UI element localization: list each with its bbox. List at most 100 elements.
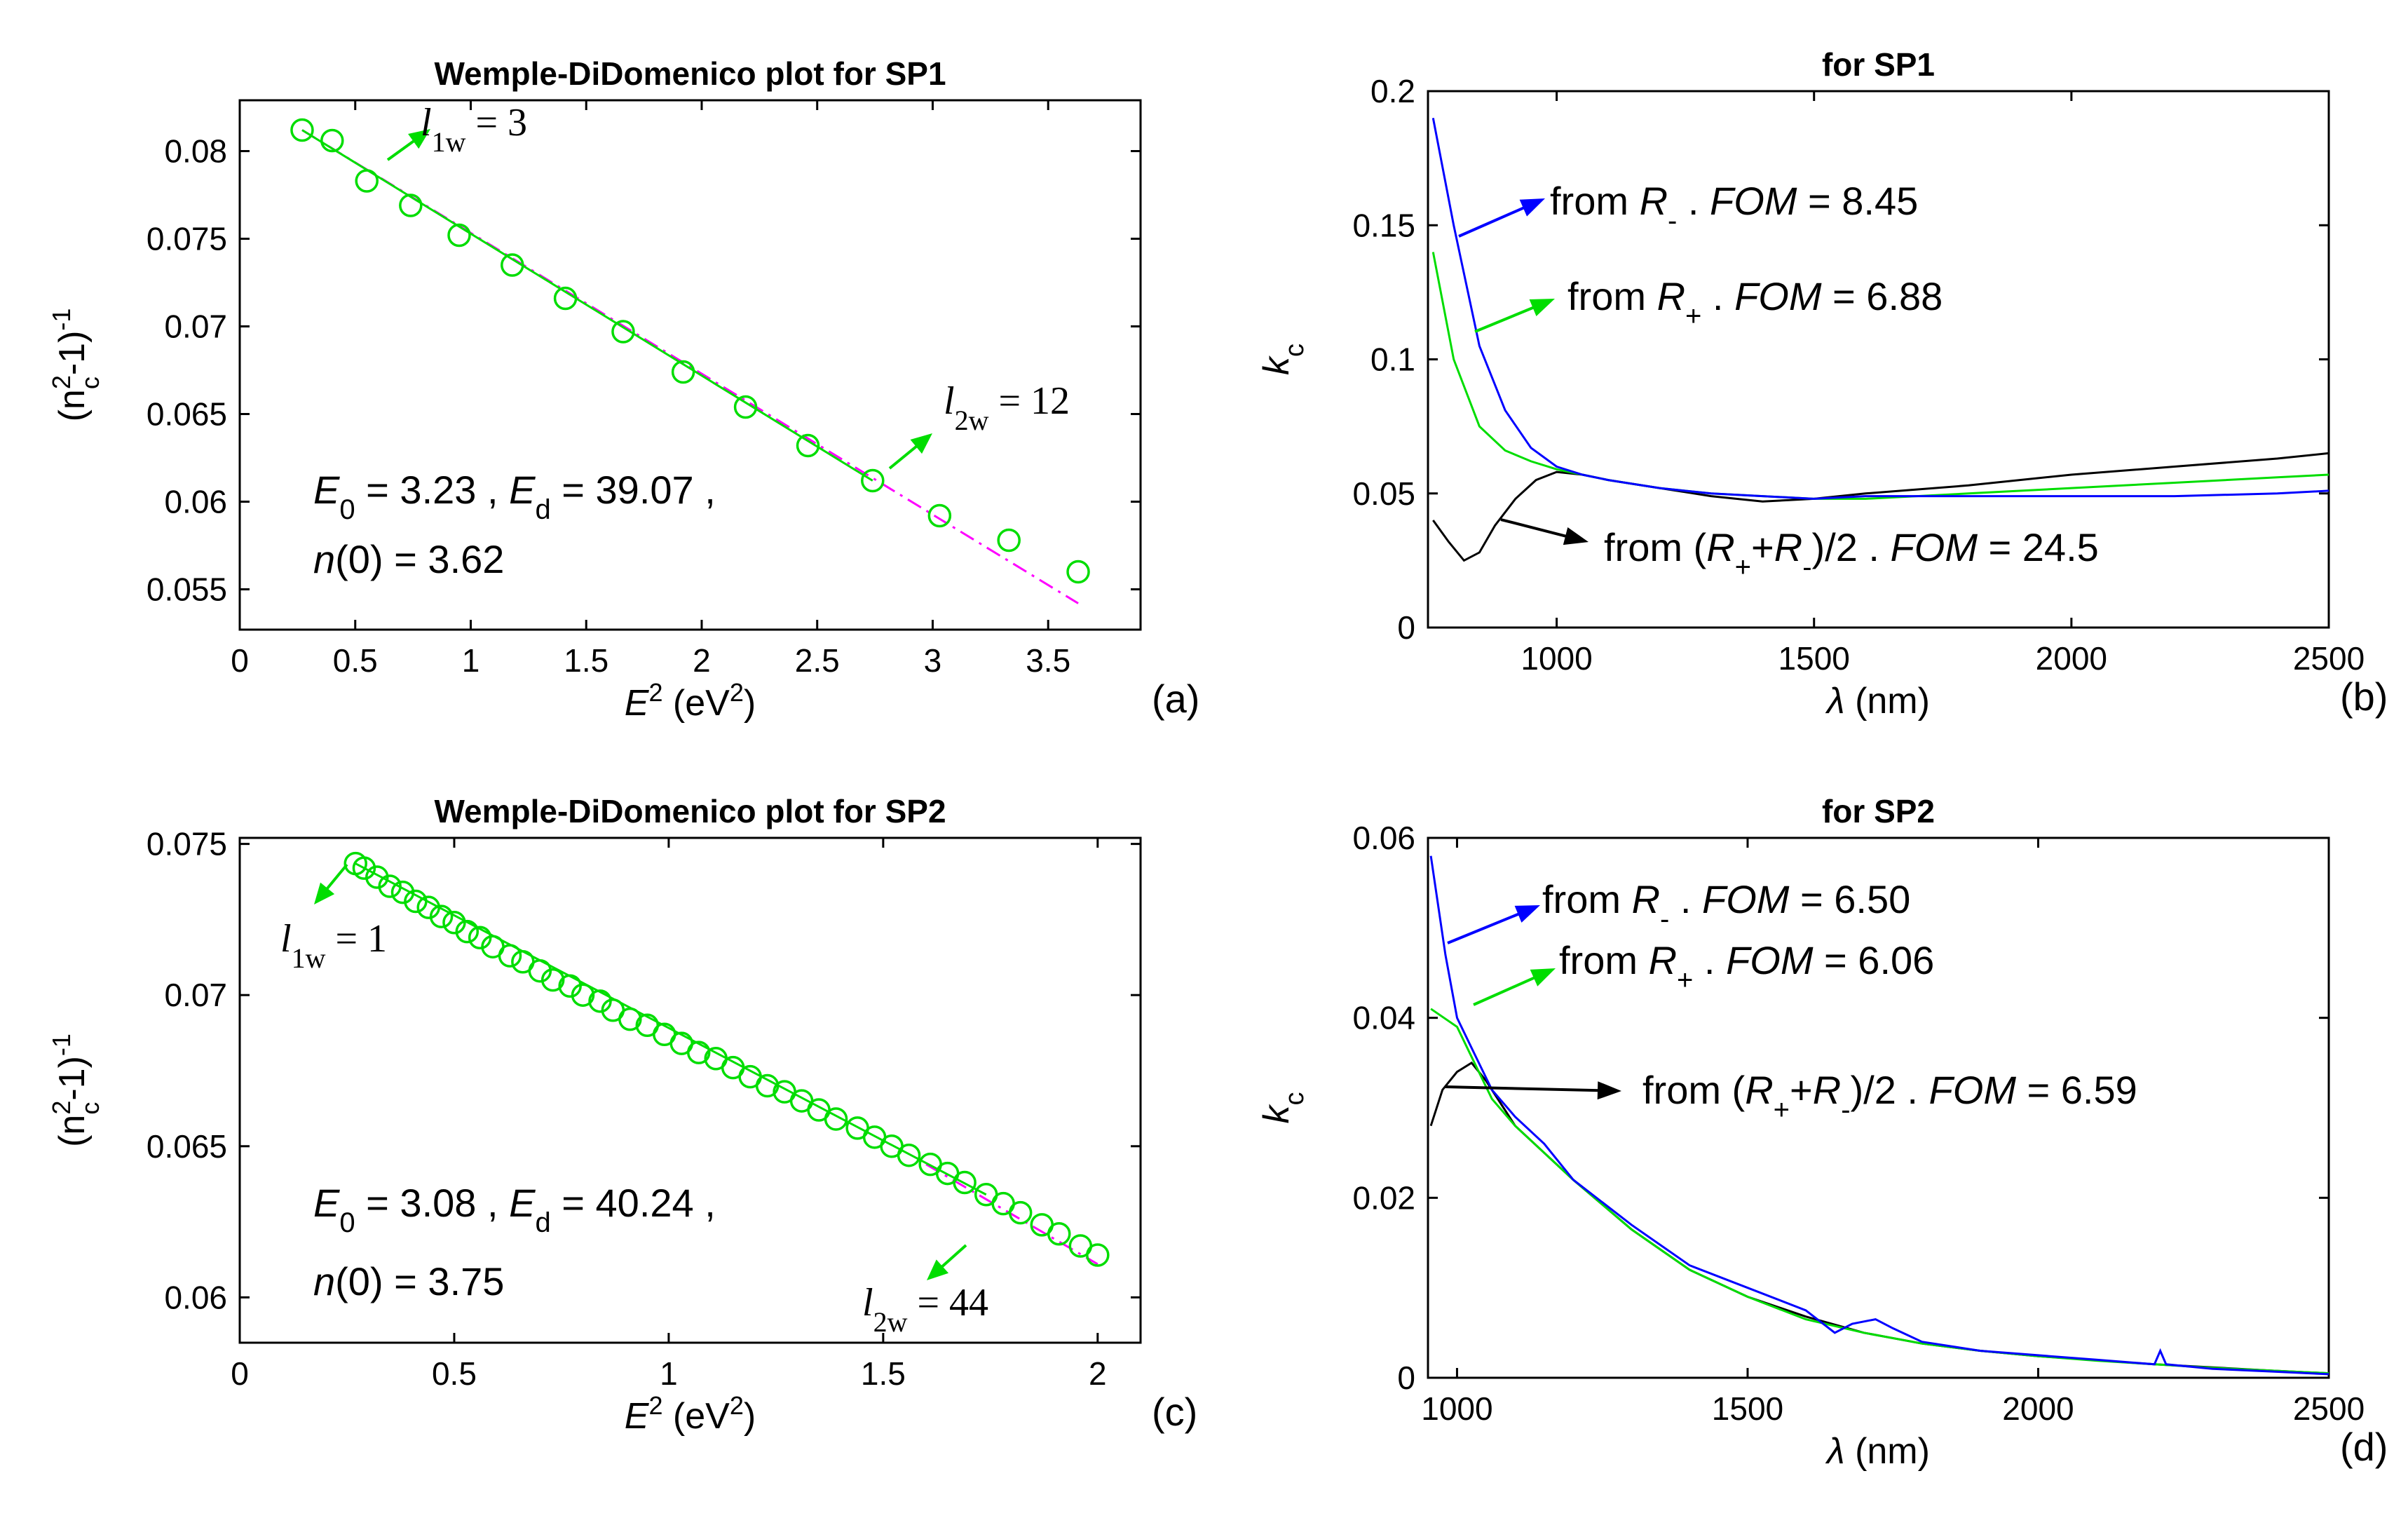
data-point — [429, 904, 454, 928]
y-tick-label: 0.075 — [147, 221, 227, 257]
data-point — [355, 169, 379, 193]
e0-sym: E — [313, 468, 340, 512]
ann-mid: . — [1677, 179, 1710, 223]
y-axis-label-exp: 2 — [47, 1101, 76, 1115]
data-point — [1008, 1200, 1033, 1225]
ann-sym: R — [1745, 1068, 1773, 1112]
annotation-arrow-2-head — [1563, 527, 1589, 545]
ann-sub: + — [1735, 552, 1751, 583]
y-tick-label: 0.15 — [1352, 207, 1415, 243]
data-point — [501, 253, 524, 277]
panel-c-wemple-sp2: Wemple-DiDomenico plot for SP2 0 0.5 1 1.5 2 0… — [47, 793, 1198, 1437]
x-axis-label: E2 (eV2) — [625, 1391, 756, 1437]
x-tick-label: 1500 — [1712, 1390, 1783, 1427]
params-line-2: n(0) = 3.62 — [313, 537, 504, 581]
ann-fom: FOM — [1710, 179, 1797, 223]
x-axis-label: λ (nm) — [1825, 1431, 1930, 1472]
ann-value: = 24.5 — [1978, 525, 2099, 569]
ann-value: = 8.45 — [1797, 179, 1918, 223]
x-tick-label: 3 — [924, 642, 942, 679]
data-point — [796, 433, 820, 458]
ann-sub: + — [1685, 301, 1701, 332]
x-tick-label: 2000 — [2002, 1390, 2074, 1427]
y-axis-label: kc — [1256, 1092, 1310, 1124]
plot-frame — [238, 836, 1142, 1344]
l1w-sub: 1w — [432, 126, 466, 158]
ann-plus: + — [1790, 1068, 1813, 1112]
l1w-value: = 3 — [465, 101, 527, 144]
panel-label: (b) — [2340, 675, 2388, 719]
l1w-arrow-head — [314, 882, 335, 904]
ann-plus: + — [1751, 525, 1774, 569]
e0-sym: E — [313, 1181, 340, 1225]
ann-fom: FOM — [1891, 525, 1978, 569]
ed-sym: E — [509, 1181, 536, 1225]
x-axis-label-exp: 2 — [648, 678, 662, 707]
x-axis-label-exp: 2 — [648, 1391, 662, 1420]
data-point — [686, 1041, 711, 1064]
params-line-2: n(0) = 3.75 — [313, 1259, 504, 1303]
x-tick-label: 1.5 — [861, 1355, 906, 1392]
l2w-sub: 2w — [955, 405, 989, 436]
x-tick-label: 1000 — [1521, 640, 1592, 677]
x-axis-label-close: ) — [744, 683, 756, 724]
x-axis-label-sym: λ — [1825, 1431, 1845, 1472]
l1w-sym: l — [280, 917, 292, 961]
fit-line — [355, 862, 987, 1196]
l2w-arrow-head — [927, 1259, 949, 1280]
data-point — [897, 1143, 921, 1167]
l2w-sym: l — [944, 379, 955, 423]
annotation-arrow-2-shaft — [1500, 518, 1575, 540]
ann-value: = 6.50 — [1789, 877, 1910, 921]
chart-title: for SP2 — [1822, 793, 1935, 829]
ann-mid: . — [1669, 877, 1702, 921]
n0-sym: n — [313, 537, 335, 581]
x-tick-label: 1 — [462, 642, 480, 679]
annotation-text-0: from R- . FOM = 6.50 — [1542, 877, 1910, 935]
x-axis-label-unit: (eV — [662, 1396, 730, 1437]
e0-sub: 0 — [339, 1207, 355, 1238]
extrapolation-line — [925, 1163, 1098, 1266]
x-axis-label-unit: (nm) — [1845, 681, 1930, 721]
ann-value: = 6.59 — [2016, 1068, 2137, 1112]
data-point — [378, 874, 402, 898]
ed-value: = 40.24 , — [551, 1181, 716, 1225]
annotation-arrow-0-head — [1519, 198, 1545, 217]
panel-d-kc-sp2: for SP2 1000 1500 2000 2500 0 0.02 0.04 0.06 (d) λ… — [1256, 793, 2388, 1472]
l1w-value: = 1 — [325, 917, 387, 961]
annotation-arrow-0-shaft — [1447, 909, 1528, 944]
plot-frame — [1427, 836, 2330, 1379]
y-axis-label-sub: c — [1280, 1092, 1310, 1106]
plot-frame — [238, 99, 1142, 631]
y-axis-label-b: -1) — [52, 331, 93, 376]
l1w-label: l1w = 3 — [421, 101, 527, 158]
annotation-arrow-1-head — [1529, 299, 1555, 316]
x-tick-label: 1 — [660, 1355, 678, 1392]
fit-line — [301, 129, 873, 482]
e0-sub: 0 — [339, 494, 355, 525]
data-point — [927, 503, 952, 528]
n0-value: (0) = 3.62 — [335, 537, 504, 581]
x-tick-label: 1.5 — [564, 642, 608, 679]
panel-label: (a) — [1152, 677, 1199, 721]
y-axis-label-exp: 2 — [47, 375, 76, 389]
ann-sym2: R — [1813, 1068, 1841, 1112]
l2w-value: = 12 — [988, 379, 1070, 423]
ann-sub: + — [1774, 1095, 1790, 1125]
ann-value: = 6.06 — [1813, 938, 1934, 982]
ann-tail: )/2 . — [1851, 1068, 1929, 1112]
y-axis-label-exp2: -1 — [47, 309, 76, 331]
ann-prefix: from ( — [1642, 1068, 1746, 1112]
ann-sym: R — [1657, 274, 1685, 318]
ann-sym: R — [1632, 877, 1660, 921]
l2w-sym: l — [862, 1281, 873, 1324]
x-axis-label-unit: (nm) — [1845, 1431, 1930, 1472]
ann-prefix: from — [1567, 274, 1657, 318]
data-point — [290, 118, 314, 142]
panel-label: (d) — [2340, 1425, 2388, 1469]
data-point — [1086, 1243, 1110, 1267]
y-tick-label: 0.02 — [1352, 1179, 1415, 1216]
y-tick-label: 0 — [1397, 1360, 1415, 1396]
y-tick-label: 0.07 — [164, 977, 227, 1013]
panel-label: (c) — [1152, 1390, 1197, 1434]
